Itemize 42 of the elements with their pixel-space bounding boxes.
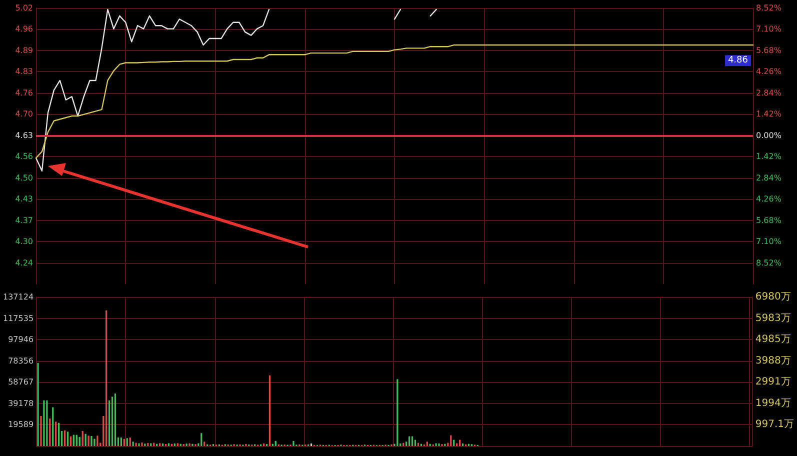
- y-tick-label: 4.37: [15, 216, 33, 225]
- y2-tick-label: 2.84%: [756, 88, 782, 98]
- y-tick-label: 4.70: [15, 110, 33, 119]
- y2-tick-label: 0.00%: [756, 130, 782, 140]
- y-tick-label: 19589: [8, 420, 34, 430]
- y-tick-label: 4.76: [15, 88, 33, 98]
- y2-tick-label: 3988万: [755, 355, 791, 366]
- y-tick-label: 137124: [2, 292, 34, 302]
- y-tick-label: 97946: [8, 335, 34, 344]
- y-tick-label: 4.56: [15, 152, 33, 162]
- y-tick-label: 58767: [8, 378, 34, 387]
- y2-tick-label: 5.68%: [756, 46, 782, 55]
- y2-tick-label: 5.68%: [756, 216, 782, 225]
- y-tick-label: 39178: [8, 398, 34, 408]
- y2-tick-label: 6980万: [755, 292, 791, 302]
- y2-tick-label: 8.52%: [756, 4, 782, 12]
- y-tick-label: 4.96: [15, 24, 33, 34]
- annotation: 4.86: [728, 56, 748, 66]
- y-tick-label: 4.63: [15, 130, 33, 140]
- y2-tick-label: 2.84%: [756, 173, 782, 182]
- y2-tick-label: 5983万: [755, 312, 791, 324]
- y-tick-label: 78356: [8, 356, 34, 366]
- y-tick-label: 4.50: [15, 173, 33, 182]
- y2-tick-label: 4.26%: [756, 194, 782, 204]
- line-series: [35, 44, 754, 159]
- y-tick-label: 4.24: [15, 258, 33, 268]
- y-tick-label: 5.02: [15, 4, 33, 12]
- y2-tick-label: 2991万: [755, 376, 791, 388]
- y2-tick-label: 4.26%: [756, 67, 782, 76]
- y2-tick-label: 1.42%: [756, 152, 782, 162]
- y2-tick-label: 4985万: [755, 334, 791, 346]
- y2-tick-label: 7.10%: [756, 24, 782, 34]
- y-tick-label: 4.43: [15, 194, 33, 204]
- y2-tick-label: 7.10%: [756, 237, 782, 246]
- y-tick-label: 117535: [2, 314, 34, 323]
- y-tick-label: 4.89: [15, 46, 33, 55]
- y2-tick-label: 997.1万: [755, 419, 794, 430]
- y-tick-label: 4.30: [15, 237, 33, 246]
- y-tick-label: 4.83: [15, 67, 33, 76]
- y2-tick-label: 8.52%: [756, 258, 782, 268]
- y2-tick-label: 1.42%: [756, 110, 782, 119]
- y2-tick-label: 1994万: [755, 398, 791, 409]
